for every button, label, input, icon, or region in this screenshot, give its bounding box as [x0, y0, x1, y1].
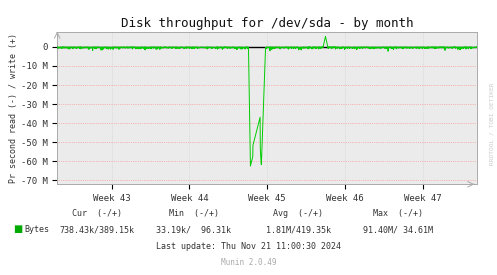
Text: Munin 2.0.49: Munin 2.0.49 [221, 258, 276, 267]
Text: Min  (-/+): Min (-/+) [169, 209, 219, 218]
Text: Bytes: Bytes [25, 226, 50, 234]
Text: Max  (-/+): Max (-/+) [373, 209, 422, 218]
Text: 91.40M/ 34.61M: 91.40M/ 34.61M [363, 226, 432, 234]
Text: 738.43k/389.15k: 738.43k/389.15k [60, 226, 134, 234]
Title: Disk throughput for /dev/sda - by month: Disk throughput for /dev/sda - by month [121, 17, 414, 31]
Text: Avg  (-/+): Avg (-/+) [273, 209, 323, 218]
Text: 33.19k/  96.31k: 33.19k/ 96.31k [157, 226, 231, 234]
Text: RRDTOOL / TOBI OETIKER: RRDTOOL / TOBI OETIKER [490, 82, 495, 165]
Text: ■: ■ [13, 224, 23, 234]
Text: Last update: Thu Nov 21 11:00:30 2024: Last update: Thu Nov 21 11:00:30 2024 [156, 242, 341, 251]
Text: Cur  (-/+): Cur (-/+) [72, 209, 122, 218]
Y-axis label: Pr second read (-) / write (+): Pr second read (-) / write (+) [9, 33, 18, 183]
Text: 1.81M/419.35k: 1.81M/419.35k [266, 226, 331, 234]
